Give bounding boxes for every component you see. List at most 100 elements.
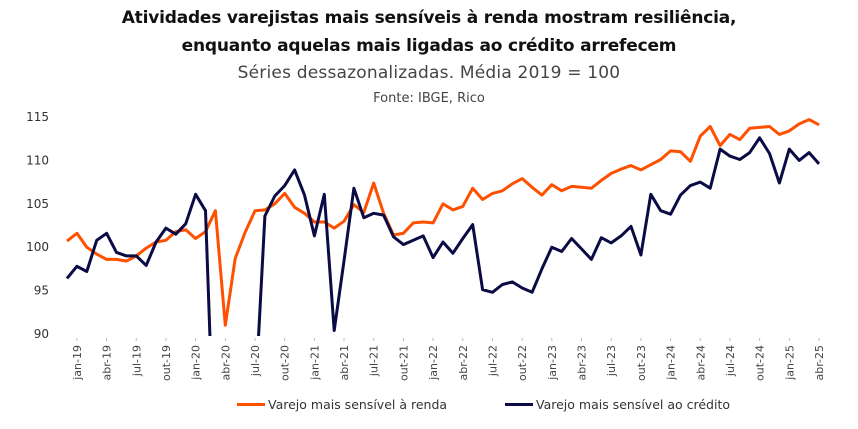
point-renda-mai-20 xyxy=(234,257,237,260)
point-credito-abr-24 xyxy=(699,181,702,184)
point-renda-set-24 xyxy=(748,127,751,130)
x-tick-label: abr-19 xyxy=(101,345,114,381)
point-renda-dez-21 xyxy=(422,221,425,224)
point-renda-dez-20 xyxy=(303,212,306,215)
x-tick-label: abr-21 xyxy=(338,345,351,381)
point-renda-mar-23 xyxy=(570,185,573,188)
point-renda-mai-22 xyxy=(471,187,474,190)
legend-item-renda[interactable]: Varejo mais sensível à renda xyxy=(237,397,447,412)
point-renda-set-22 xyxy=(511,182,514,185)
point-credito-jan-19 xyxy=(75,265,78,268)
point-credito-jul-19 xyxy=(135,254,138,257)
point-renda-abr-21 xyxy=(343,220,346,223)
y-axis: 90 95 100 105 110 115 xyxy=(26,110,49,341)
point-credito-jun-21 xyxy=(362,216,365,219)
point-credito-set-21 xyxy=(392,235,395,238)
point-renda-abr-20 xyxy=(224,324,227,327)
point-renda-mai-19 xyxy=(115,258,118,261)
x-tick-label: jul-22 xyxy=(486,345,499,377)
point-credito-ago-20 xyxy=(263,215,266,218)
point-credito-dez-23 xyxy=(659,209,662,212)
point-credito-jul-22 xyxy=(491,291,494,294)
point-credito-out-24 xyxy=(758,136,761,139)
point-credito-jan-24 xyxy=(669,213,672,216)
point-renda-jul-24 xyxy=(728,133,731,136)
point-renda-jan-22 xyxy=(432,221,435,224)
point-credito-out-22 xyxy=(521,287,524,290)
point-credito-fev-23 xyxy=(560,250,563,253)
y-tick-label: 105 xyxy=(26,197,49,211)
x-tick-label: abr-25 xyxy=(813,345,826,381)
point-credito-abr-23 xyxy=(580,247,583,250)
point-credito-dez-20 xyxy=(303,194,306,197)
x-tick-label: jul-24 xyxy=(724,345,737,377)
point-renda-jun-22 xyxy=(481,198,484,201)
point-renda-dez-19 xyxy=(184,228,187,231)
point-renda-set-20 xyxy=(273,202,276,205)
point-credito-mar-24 xyxy=(689,184,692,187)
point-renda-jan-20 xyxy=(194,237,197,240)
point-credito-fev-24 xyxy=(679,194,682,197)
point-renda-jan-25 xyxy=(788,129,791,132)
x-tick-label: jul-19 xyxy=(130,345,143,377)
point-renda-fev-23 xyxy=(560,189,563,192)
point-credito-jun-23 xyxy=(600,236,603,239)
point-renda-nov-20 xyxy=(293,206,296,209)
point-credito-jan-21 xyxy=(313,234,316,237)
point-credito-dez-19 xyxy=(184,222,187,225)
point-renda-jan-23 xyxy=(550,183,553,186)
point-renda-fev-24 xyxy=(679,150,682,153)
chart-title-line-1: Atividades varejistas mais sensíveis à r… xyxy=(121,8,737,28)
point-renda-ago-19 xyxy=(145,247,148,250)
point-renda-jan-24 xyxy=(669,149,672,152)
x-tick-label: out-23 xyxy=(635,345,648,381)
point-credito-nov-24 xyxy=(768,152,771,155)
point-credito-mar-25 xyxy=(808,151,811,154)
point-renda-mar-21 xyxy=(333,227,336,230)
point-renda-dez-22 xyxy=(540,194,543,197)
x-tick-label: abr-20 xyxy=(219,345,232,381)
point-credito-jun-19 xyxy=(125,254,128,257)
point-renda-ago-23 xyxy=(620,168,623,171)
point-renda-mar-25 xyxy=(808,118,811,121)
x-tick-label: jan-23 xyxy=(546,345,559,381)
point-credito-abr-19 xyxy=(105,232,108,235)
point-credito-fev-20 xyxy=(204,209,207,212)
point-renda-nov-22 xyxy=(531,186,534,189)
legend-item-credito[interactable]: Varejo mais sensível ao crédito xyxy=(505,397,730,412)
point-credito-set-20 xyxy=(273,195,276,198)
point-credito-dez-22 xyxy=(540,267,543,270)
point-renda-jan-21 xyxy=(313,221,316,224)
legend-swatch-credito xyxy=(505,403,533,406)
point-credito-ago-23 xyxy=(620,234,623,237)
legend-label-renda: Varejo mais sensível à renda xyxy=(268,397,448,412)
point-renda-jul-21 xyxy=(372,182,375,185)
point-renda-set-23 xyxy=(630,164,633,167)
point-credito-nov-23 xyxy=(649,193,652,196)
x-tick-label: jan-19 xyxy=(71,345,84,381)
point-renda-out-20 xyxy=(283,192,286,195)
point-credito-jun-24 xyxy=(719,148,722,151)
point-renda-jul-23 xyxy=(610,172,613,175)
point-credito-abr-25 xyxy=(818,162,821,165)
point-credito-fev-22 xyxy=(442,241,445,244)
point-renda-jun-19 xyxy=(125,260,128,263)
point-credito-out-21 xyxy=(402,243,405,246)
y-tick-label: 115 xyxy=(26,110,49,124)
point-credito-set-19 xyxy=(155,241,158,244)
point-credito-mar-21 xyxy=(333,329,336,332)
series-group xyxy=(65,118,821,336)
point-credito-set-22 xyxy=(511,280,514,283)
point-renda-out-21 xyxy=(402,232,405,235)
point-credito-set-23 xyxy=(630,225,633,228)
chart-subtitle: Séries dessazonalizadas. Média 2019 = 10… xyxy=(237,63,621,83)
point-renda-abr-19 xyxy=(105,258,108,261)
x-tick-label: jan-25 xyxy=(783,345,796,381)
point-credito-nov-19 xyxy=(174,233,177,236)
point-renda-nov-21 xyxy=(412,221,415,224)
point-credito-out-20 xyxy=(283,184,286,187)
x-tick-label: out-22 xyxy=(516,345,529,381)
x-tick-label: jul-21 xyxy=(368,345,381,377)
point-renda-nov-24 xyxy=(768,125,771,128)
x-tick-label: jan-24 xyxy=(665,345,678,381)
